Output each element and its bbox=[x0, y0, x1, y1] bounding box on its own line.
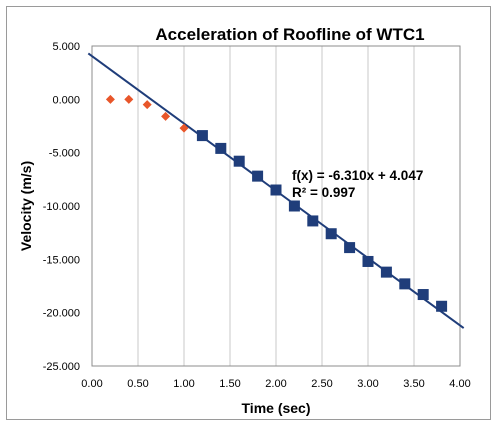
x-tick-label: 0.50 bbox=[127, 378, 148, 390]
data-point-square bbox=[196, 130, 208, 142]
chart-title: Acceleration of Roofline of WTC1 bbox=[155, 25, 424, 44]
y-tick-label: -5.000 bbox=[49, 148, 80, 160]
data-point-square bbox=[380, 266, 392, 278]
data-point-square bbox=[270, 184, 282, 196]
r-squared-label: R² = 0.997 bbox=[292, 185, 355, 200]
y-tick-label: -20.000 bbox=[43, 308, 80, 320]
data-point-square bbox=[307, 215, 319, 227]
y-tick-label: 0.000 bbox=[52, 94, 80, 106]
x-tick-label: 3.00 bbox=[357, 378, 378, 390]
data-point-square bbox=[325, 228, 337, 240]
data-point-diamond bbox=[124, 94, 134, 104]
data-point-square bbox=[417, 289, 429, 301]
tick-labels: 0.00 0.50 1.00 1.50 2.00 2.50 3.00 3.50 4.00 5.00… bbox=[43, 41, 471, 390]
data-point-diamond bbox=[142, 100, 152, 110]
data-point-square bbox=[362, 255, 374, 267]
grid bbox=[137, 46, 415, 366]
y-tick-label: -15.000 bbox=[43, 254, 80, 266]
y-tick-label: 5.000 bbox=[52, 41, 80, 53]
data-point-square bbox=[215, 142, 227, 154]
y-tick-label: -25.000 bbox=[43, 361, 80, 373]
data-point-square bbox=[288, 200, 300, 212]
data-point-diamond bbox=[161, 111, 171, 121]
x-tick-label: 1.50 bbox=[219, 378, 240, 390]
data-point-square bbox=[399, 278, 411, 290]
x-tick-label: 4.00 bbox=[449, 378, 470, 390]
data-point-diamond bbox=[179, 123, 189, 133]
x-tick-label: 0.00 bbox=[81, 378, 102, 390]
data-point-square bbox=[436, 300, 448, 312]
data-point-square bbox=[252, 170, 264, 182]
x-axis-label: Time (sec) bbox=[242, 400, 311, 416]
x-tick-label: 2.00 bbox=[265, 378, 286, 390]
data-points bbox=[105, 94, 448, 312]
trendline-equation: f(x) = -6.310x + 4.047 bbox=[292, 168, 423, 183]
data-point-square bbox=[344, 242, 356, 254]
y-axis-label: Velocity (m/s) bbox=[18, 161, 34, 251]
plot-area-border bbox=[91, 45, 461, 367]
data-point-square bbox=[233, 155, 245, 167]
x-tick-label: 3.50 bbox=[403, 378, 424, 390]
y-tick-label: -10.000 bbox=[43, 201, 80, 213]
chart-frame bbox=[6, 6, 491, 420]
data-point-diamond bbox=[105, 94, 115, 104]
x-tick-label: 2.50 bbox=[311, 378, 332, 390]
x-tick-label: 1.00 bbox=[173, 378, 194, 390]
